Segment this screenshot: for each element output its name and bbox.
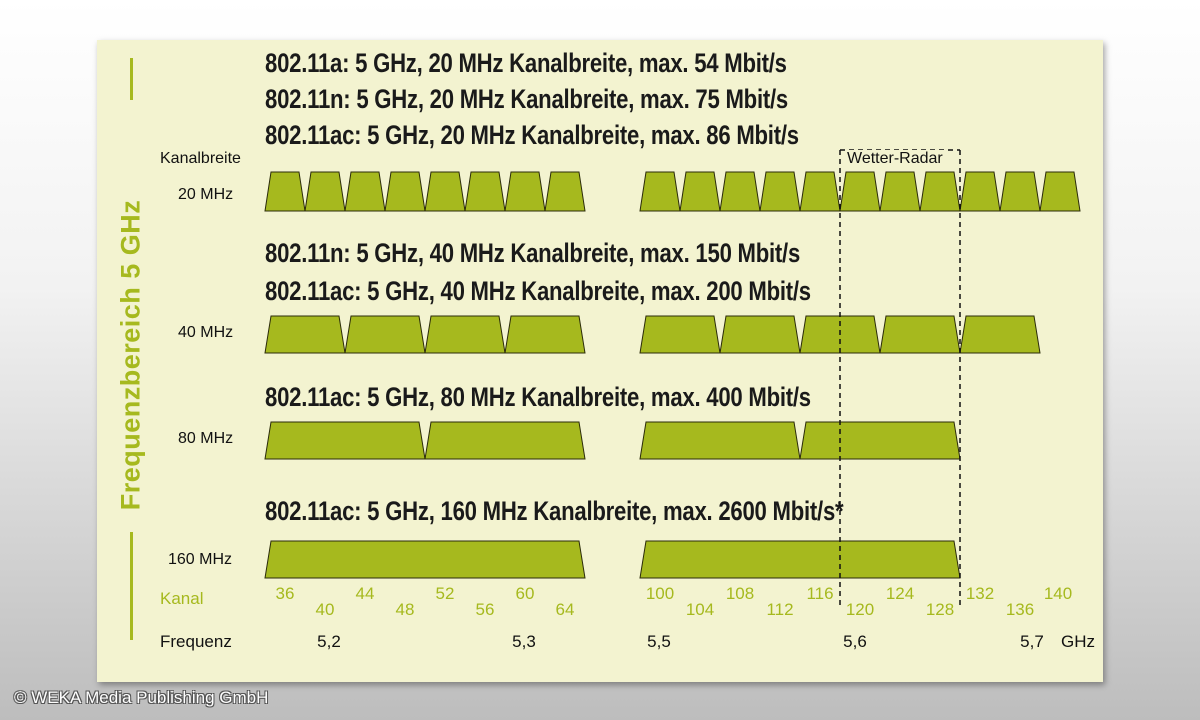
band-40mhz-low-4 [504, 315, 586, 354]
channel-128: 128 [925, 600, 955, 619]
channel-136: 136 [1005, 600, 1035, 619]
channel-48: 48 [395, 600, 415, 619]
width-160mhz-label: 160 MHz [168, 551, 233, 568]
channel-56: 56 [475, 600, 495, 619]
band-20mhz-high-10 [999, 171, 1041, 212]
channel-140: 140 [1043, 584, 1073, 603]
channel-132: 132 [965, 584, 995, 603]
band-20mhz-high-7 [879, 171, 921, 212]
channel-120: 120 [845, 600, 875, 619]
band-80mhz-high-2 [799, 421, 961, 460]
band-20mhz-high-6 [839, 171, 881, 212]
frequency-tick: 5,6 [843, 632, 867, 651]
band-80mhz-low-2 [424, 421, 586, 460]
band-40mhz-high-2 [719, 315, 801, 354]
channel-104: 104 [685, 600, 715, 619]
band-20mhz-high-8 [919, 171, 961, 212]
channel-64: 64 [555, 600, 575, 619]
band-40mhz-high-1 [639, 315, 721, 354]
band-20mhz-low-1 [264, 171, 306, 212]
width-40mhz-label: 40 MHz [178, 324, 234, 341]
frequency-tick: 5,3 [512, 632, 536, 651]
band-20mhz-low-5 [424, 171, 466, 212]
frequency-tick: 5,5 [647, 632, 671, 651]
band-20mhz-low-8 [544, 171, 586, 212]
side-line-top [130, 58, 133, 100]
band-20mhz-high-1 [639, 171, 681, 212]
band-20mhz-high-9 [959, 171, 1001, 212]
band-80mhz-low-1 [264, 421, 426, 460]
frequenz-label: Frequenz [160, 632, 232, 651]
side-line-bottom [130, 532, 133, 640]
band-20mhz-low-3 [344, 171, 386, 212]
band-40mhz-high-5 [959, 315, 1041, 354]
heading-80211ac-20mhz: 802.11ac: 5 GHz, 20 MHz Kanalbreite, max… [265, 120, 799, 150]
channel-52: 52 [435, 584, 455, 603]
band-20mhz-high-11 [1039, 171, 1081, 212]
width-20mhz-label: 20 MHz [178, 186, 234, 203]
heading-80211ac-80mhz: 802.11ac: 5 GHz, 80 MHz Kanalbreite, max… [265, 382, 811, 412]
band-160mhz-high-1 [639, 540, 961, 579]
weather-radar-label: Wetter-Radar [845, 150, 945, 168]
band-20mhz-low-2 [304, 171, 346, 212]
band-40mhz-high-4 [879, 315, 961, 354]
band-20mhz-low-6 [464, 171, 506, 212]
width-80mhz-label: 80 MHz [178, 430, 234, 447]
heading-80211a-20mhz: 802.11a: 5 GHz, 20 MHz Kanalbreite, max.… [265, 48, 787, 78]
channel-100: 100 [645, 584, 675, 603]
frequency-tick: 5,7 [1020, 632, 1044, 651]
band-20mhz-high-2 [679, 171, 721, 212]
band-40mhz-low-1 [264, 315, 346, 354]
heading-80211n-20mhz: 802.11n: 5 GHz, 20 MHz Kanalbreite, max.… [265, 84, 788, 114]
channel-112: 112 [766, 600, 794, 619]
band-40mhz-low-2 [344, 315, 426, 354]
kanal-label: Kanal [160, 589, 204, 608]
channel-116: 116 [806, 584, 834, 603]
channel-124: 124 [885, 584, 915, 603]
kanalbreite-label: Kanalbreite [160, 150, 241, 167]
channel-108: 108 [725, 584, 755, 603]
copyright-notice: © WEKA Media Publishing GmbH [14, 688, 269, 707]
frequency-unit: GHz [1061, 632, 1095, 651]
band-20mhz-low-7 [504, 171, 546, 212]
band-160mhz-low-1 [264, 540, 586, 579]
band-20mhz-low-4 [384, 171, 426, 212]
band-20mhz-high-5 [799, 171, 841, 212]
channel-40: 40 [315, 600, 335, 619]
channel-36: 36 [275, 584, 295, 603]
heading-80211n-40mhz: 802.11n: 5 GHz, 40 MHz Kanalbreite, max.… [265, 238, 801, 268]
heading-80211ac-160mhz: 802.11ac: 5 GHz, 160 MHz Kanalbreite, ma… [265, 496, 844, 526]
channel-44: 44 [355, 584, 375, 603]
frequency-tick: 5,2 [317, 632, 341, 651]
band-20mhz-high-4 [759, 171, 801, 212]
band-20mhz-high-3 [719, 171, 761, 212]
band-80mhz-high-1 [639, 421, 801, 460]
heading-80211ac-40mhz: 802.11ac: 5 GHz, 40 MHz Kanalbreite, max… [265, 276, 811, 306]
channel-60: 60 [515, 584, 535, 603]
band-40mhz-low-3 [424, 315, 506, 354]
